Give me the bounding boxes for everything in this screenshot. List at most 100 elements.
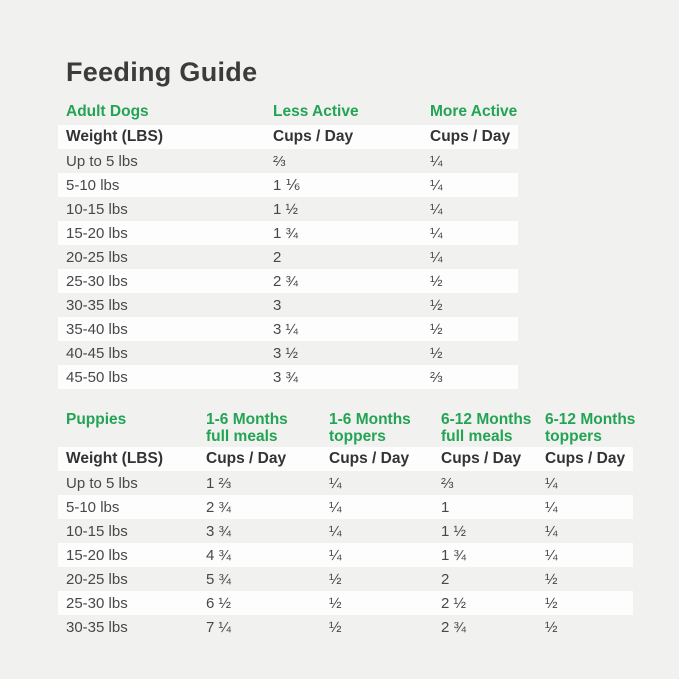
column-header-1-6-full-meals: 1-6 Months full meals (206, 411, 288, 445)
column-header-6-12-toppers: 6-12 Months toppers (545, 411, 636, 445)
weight-column-header: Weight (LBS) (66, 450, 164, 467)
value-cell: 2 ½ (441, 594, 467, 612)
weight-cell: 30-35 lbs (66, 296, 128, 314)
table-row: 10-15 lbs 1 ½ ¼ (58, 197, 518, 221)
value-cell: 1 ½ (273, 200, 299, 218)
value-cell: ½ (545, 570, 558, 588)
value-cell: ¼ (545, 498, 558, 516)
value-cell: ⅔ (441, 474, 454, 492)
value-cell: ½ (430, 344, 443, 362)
unit-header: Cups / Day (441, 450, 522, 467)
weight-cell: 5-10 lbs (66, 176, 120, 194)
value-cell: 2 (273, 248, 282, 266)
weight-column-header: Weight (LBS) (66, 128, 164, 145)
weight-cell: 10-15 lbs (66, 522, 128, 540)
unit-header: Cups / Day (545, 450, 626, 467)
weight-cell: Up to 5 lbs (66, 152, 138, 170)
unit-header-less-active: Cups / Day (273, 128, 354, 145)
value-cell: 3 ¾ (206, 522, 232, 540)
weight-cell: 30-35 lbs (66, 618, 128, 636)
puppies-table-unit-header-row: Weight (LBS) Cups / Day Cups / Day Cups … (58, 447, 633, 471)
value-cell: 2 (441, 570, 450, 588)
weight-cell: 20-25 lbs (66, 248, 128, 266)
value-cell: 1 (441, 498, 450, 516)
adult-table-section-header: Adult Dogs Less Active More Active (58, 103, 518, 120)
value-cell: ¼ (545, 522, 558, 540)
value-cell: ¼ (430, 200, 443, 218)
value-cell: ½ (430, 272, 443, 290)
value-cell: 1 ¾ (441, 546, 467, 564)
puppies-section-label: Puppies (66, 411, 127, 428)
weight-cell: 25-30 lbs (66, 272, 128, 290)
table-row: 35-40 lbs 3 ¼ ½ (58, 317, 518, 341)
value-cell: ½ (545, 594, 558, 612)
value-cell: ¼ (329, 474, 342, 492)
table-row: 15-20 lbs 1 ¾ ¼ (58, 221, 518, 245)
value-cell: ¼ (430, 248, 443, 266)
value-cell: ¼ (430, 224, 443, 242)
column-header-1-6-toppers: 1-6 Months toppers (329, 411, 411, 445)
adult-section-label: Adult Dogs (66, 103, 149, 120)
value-cell: 1 ⅔ (206, 474, 232, 492)
value-cell: ⅔ (273, 152, 286, 170)
value-cell: ¼ (430, 152, 443, 170)
value-cell: 6 ½ (206, 594, 232, 612)
page-title: Feeding Guide (66, 57, 258, 87)
table-row: 5-10 lbs 1 ⅙ ¼ (58, 173, 518, 197)
weight-cell: Up to 5 lbs (66, 474, 138, 492)
unit-header: Cups / Day (206, 450, 287, 467)
table-row: 30-35 lbs 3 ½ (58, 293, 518, 317)
weight-cell: 20-25 lbs (66, 570, 128, 588)
value-cell: 5 ¾ (206, 570, 232, 588)
column-header-less-active: Less Active (273, 103, 359, 120)
value-cell: ½ (430, 296, 443, 314)
value-cell: 2 ¾ (206, 498, 232, 516)
weight-cell: 15-20 lbs (66, 546, 128, 564)
puppies-table: Puppies 1-6 Months full meals 1-6 Months… (58, 411, 679, 639)
value-cell: 1 ½ (441, 522, 467, 540)
value-cell: 3 ¾ (273, 368, 299, 386)
adult-table-unit-header-row: Weight (LBS) Cups / Day Cups / Day (58, 125, 518, 149)
table-row: 25-30 lbs 2 ¾ ½ (58, 269, 518, 293)
value-cell: ¼ (430, 176, 443, 194)
value-cell: 3 ½ (273, 344, 299, 362)
value-cell: 3 (273, 296, 282, 314)
column-header-6-12-full-meals: 6-12 Months full meals (441, 411, 532, 445)
value-cell: ¼ (545, 474, 558, 492)
table-row: 15-20 lbs 4 ¾ ¼ 1 ¾ ¼ (58, 543, 633, 567)
table-row: 20-25 lbs 5 ¾ ½ 2 ½ (58, 567, 633, 591)
table-row: 30-35 lbs 7 ¼ ½ 2 ¾ ½ (58, 615, 633, 639)
value-cell: 7 ¼ (206, 618, 232, 636)
weight-cell: 25-30 lbs (66, 594, 128, 612)
value-cell: ¼ (329, 522, 342, 540)
table-row: Up to 5 lbs 1 ⅔ ¼ ⅔ ¼ (58, 471, 633, 495)
value-cell: ¼ (329, 498, 342, 516)
weight-cell: 15-20 lbs (66, 224, 128, 242)
weight-cell: 5-10 lbs (66, 498, 120, 516)
value-cell: ⅔ (430, 368, 443, 386)
value-cell: 1 ⅙ (273, 177, 301, 194)
value-cell: 3 ¼ (273, 320, 299, 338)
value-cell: 1 ¾ (273, 224, 299, 242)
table-row: 25-30 lbs 6 ½ ½ 2 ½ ½ (58, 591, 633, 615)
value-cell: 4 ¾ (206, 546, 232, 564)
value-cell: ½ (329, 570, 342, 588)
table-row: 10-15 lbs 3 ¾ ¼ 1 ½ ¼ (58, 519, 633, 543)
unit-header-more-active: Cups / Day (430, 128, 511, 145)
value-cell: ½ (430, 320, 443, 338)
weight-cell: 35-40 lbs (66, 320, 128, 338)
table-row: 20-25 lbs 2 ¼ (58, 245, 518, 269)
value-cell: 2 ¾ (273, 272, 299, 290)
table-row: 40-45 lbs 3 ½ ½ (58, 341, 518, 365)
value-cell: ¼ (545, 546, 558, 564)
weight-cell: 45-50 lbs (66, 368, 128, 386)
value-cell: ½ (329, 594, 342, 612)
adult-dogs-table: Adult Dogs Less Active More Active Weigh… (58, 103, 679, 389)
unit-header: Cups / Day (329, 450, 410, 467)
value-cell: ½ (545, 618, 558, 636)
table-row: Up to 5 lbs ⅔ ¼ (58, 149, 518, 173)
value-cell: ½ (329, 618, 342, 636)
weight-cell: 10-15 lbs (66, 200, 128, 218)
column-header-more-active: More Active (430, 103, 518, 120)
